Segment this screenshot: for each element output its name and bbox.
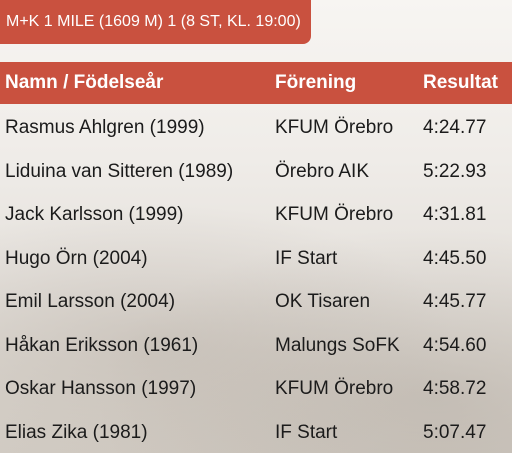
club: IF Start [275, 421, 338, 443]
club: KFUM Örebro [275, 117, 394, 138]
club: KFUM Örebro [275, 204, 394, 225]
result: 4:54.60 [423, 334, 487, 356]
runner-name: Håkan Eriksson (1961) [5, 334, 199, 356]
background-image [0, 180, 512, 453]
column-header: Resultat [423, 72, 498, 93]
result: 4:31.81 [423, 204, 487, 225]
runner-name: Liduina van Sitteren (1989) [5, 160, 234, 182]
club: KFUM Örebro [275, 378, 394, 399]
result: 5:22.93 [423, 160, 487, 182]
runner-name: Elias Zika (1981) [5, 421, 148, 443]
runner-name: Hugo Örn (2004) [5, 247, 148, 269]
runner-name: Rasmus Ahlgren (1999) [5, 117, 205, 138]
column-header: Namn / Födelseår [5, 72, 164, 93]
result: 5:07.47 [423, 421, 487, 443]
race-title: M+K 1 MILE (1609 M) 1 (8 ST, KL. 19:00) [0, 0, 311, 44]
club: Örebro AIK [275, 160, 369, 182]
result: 4:24.77 [423, 117, 487, 138]
club: OK Tisaren [275, 291, 371, 312]
header-row [0, 62, 512, 104]
runner-name: Emil Larsson (2004) [5, 291, 176, 312]
club: IF Start [275, 247, 338, 269]
result: 4:45.77 [423, 291, 487, 312]
runner-name: Jack Karlsson (1999) [5, 204, 184, 225]
runner-name: Oskar Hansson (1997) [5, 378, 197, 399]
column-header: Förening [275, 72, 357, 93]
club: Malungs SoFK [275, 334, 400, 356]
result: 4:58.72 [423, 378, 487, 399]
result: 4:45.50 [423, 247, 487, 269]
